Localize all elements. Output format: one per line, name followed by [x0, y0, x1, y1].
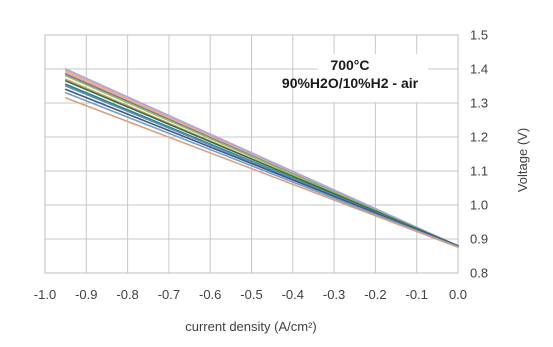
- y-tick-label: 0.9: [470, 232, 488, 247]
- y-tick-label: 0.8: [470, 266, 488, 281]
- y-tick-label: 1.0: [470, 198, 488, 213]
- x-tick-label: -0.7: [158, 287, 180, 302]
- x-tick-label: -1.0: [34, 287, 56, 302]
- plot-area-border: [44, 34, 459, 274]
- x-tick-label: -0.5: [240, 287, 262, 302]
- series-line-7: [64, 80, 459, 247]
- y-axis-tick-labels: 1.5 1.4 1.3 1.2 1.1 1.0 0.9 0.8: [470, 28, 488, 281]
- y-tick-label: 1.5: [470, 28, 488, 43]
- x-axis-tick-labels: -1.0 -0.9 -0.8 -0.7 -0.6 -0.5 -0.4 -0.3 -0.2 -0.1…: [34, 287, 467, 302]
- series-lines: [64, 68, 459, 248]
- annotation-temperature: 700°C: [330, 57, 369, 73]
- y-axis-title: Voltage (V): [515, 128, 530, 192]
- annotation-gas-mixture: 90%H2O/10%H2 - air: [282, 75, 419, 91]
- series-line-10: [64, 88, 459, 247]
- x-tick-label: -0.1: [405, 287, 427, 302]
- x-tick-label: 0.0: [449, 287, 467, 302]
- x-tick-label: -0.2: [364, 287, 386, 302]
- annotation-backdrop: [318, 54, 428, 102]
- series-line-12: [64, 97, 459, 248]
- x-tick-label: -0.3: [323, 287, 345, 302]
- y-tick-label: 1.3: [470, 96, 488, 111]
- x-tick-label: -0.8: [116, 287, 138, 302]
- x-axis-title: current density (A/cm²): [185, 319, 316, 334]
- x-tick-label: -0.9: [75, 287, 97, 302]
- y-tick-label: 1.1: [470, 164, 488, 179]
- y-tick-label: 1.2: [470, 130, 488, 145]
- y-tick-label: 1.4: [470, 62, 488, 77]
- series-line-11: [64, 92, 459, 248]
- x-tick-label: -0.6: [199, 287, 221, 302]
- x-tick-label: -0.4: [282, 287, 304, 302]
- series-line-2: [64, 68, 459, 247]
